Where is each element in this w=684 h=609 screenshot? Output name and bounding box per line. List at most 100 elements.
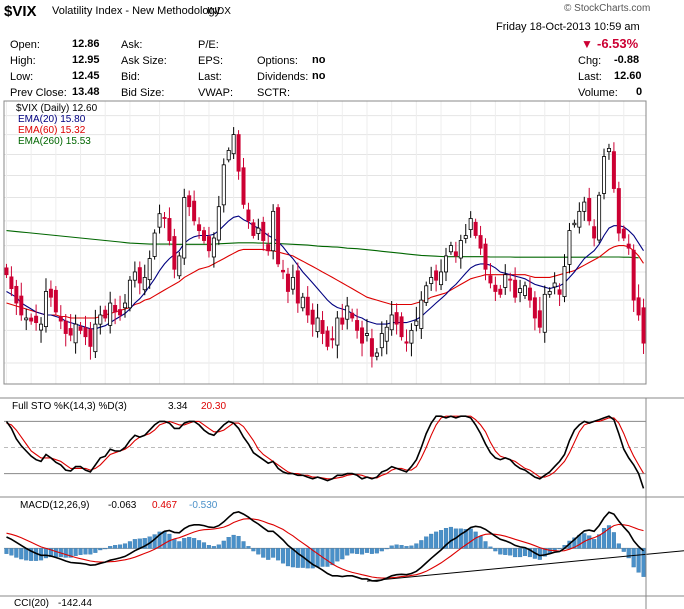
chg-value: -0.88 <box>614 54 640 66</box>
macd-histogram-bar <box>118 544 123 549</box>
security-name: Volatility Index - New Methodology <box>52 5 221 17</box>
candle-body <box>636 297 641 316</box>
candle-body <box>399 316 404 338</box>
candle-body <box>429 277 434 284</box>
axes <box>0 100 684 609</box>
candle-body <box>360 327 365 344</box>
candle-body <box>152 232 157 257</box>
candle-body <box>335 317 340 346</box>
macd-histogram-bar <box>434 531 439 549</box>
candle-body <box>310 309 315 325</box>
macd-histogram-bar <box>29 548 34 561</box>
options-value: no <box>312 54 326 66</box>
macd-histogram-bar <box>345 548 350 556</box>
candle-body <box>271 210 276 252</box>
macd-histogram-bar <box>9 548 14 556</box>
candle-body <box>78 326 83 331</box>
candle-body <box>320 320 325 334</box>
macd-histogram-bar <box>187 537 192 549</box>
macd-histogram-bar <box>350 548 355 554</box>
candle-body <box>611 151 616 189</box>
macd-histogram-bar <box>330 548 335 566</box>
sto-d-value: 20.30 <box>201 401 226 412</box>
volume-value: 0 <box>636 86 643 98</box>
candle-body <box>162 217 167 219</box>
ask-label: Ask: <box>121 39 143 51</box>
dividends-label: Dividends: <box>257 71 309 83</box>
macd-histogram-bar <box>419 540 424 549</box>
candle-body <box>202 230 207 241</box>
prev-close-value: 13.48 <box>72 86 100 98</box>
macd-histogram-bar <box>394 544 399 549</box>
candle-body <box>498 288 503 295</box>
macd-histogram-bar <box>557 548 562 550</box>
candle-body <box>53 289 58 313</box>
macd-histogram-bar <box>280 548 286 564</box>
candle-body <box>379 333 384 349</box>
candle-body <box>58 316 63 322</box>
candle-body <box>177 255 182 277</box>
macd-histogram-bar <box>108 546 113 549</box>
candle-body <box>157 213 162 228</box>
macd-histogram-bar <box>78 548 83 555</box>
macd-histogram-bar <box>439 530 444 549</box>
macd-histogram-bar <box>631 548 636 568</box>
candle-body <box>409 329 414 344</box>
exchange: INDX <box>207 6 231 17</box>
candle-body <box>443 255 448 273</box>
ema-lines <box>6 215 644 330</box>
macd-histogram-bar <box>355 548 360 554</box>
candle-body <box>266 244 271 252</box>
price-panel-frame <box>3 100 647 385</box>
candle-body <box>419 299 424 329</box>
candle-body <box>577 210 582 228</box>
macd-histogram-bar <box>83 548 88 555</box>
macd-histogram-bar <box>177 541 182 549</box>
quote-header: $VIX Volatility Index - New Methodology … <box>0 0 684 101</box>
macd-histogram-bar <box>626 548 631 559</box>
bid-size-label: Bid Size: <box>121 87 165 99</box>
candle-body <box>39 323 44 331</box>
high-value: 12.95 <box>72 54 100 66</box>
macd-histogram-bar <box>157 531 162 549</box>
macd-histogram-bar <box>236 535 241 549</box>
candle-body <box>626 243 631 249</box>
macd-histogram-bar <box>48 548 53 558</box>
candle-body <box>641 307 646 344</box>
candle-body <box>19 295 24 316</box>
macd-histogram-bar <box>374 548 379 554</box>
cci-value: -142.44 <box>58 598 92 609</box>
macd-histogram-bar <box>4 548 9 554</box>
macd-histogram-bar <box>587 535 592 549</box>
macd-histogram-bar <box>197 540 202 549</box>
macd-histogram-bar <box>192 538 197 549</box>
candle-body <box>246 209 251 222</box>
legend-ema60: EMA(60) 15.32 <box>18 125 86 136</box>
candle-body <box>43 291 48 328</box>
macd-histogram-bar <box>493 548 498 552</box>
candle-body <box>602 156 607 194</box>
candle-body <box>226 150 231 161</box>
macd-histogram-bar <box>226 537 231 549</box>
candle-body <box>369 338 374 357</box>
candle-body <box>483 243 488 270</box>
candle-body <box>473 221 478 236</box>
candle-body <box>587 198 592 222</box>
macd-legend-prefix: MACD(12,26,9) <box>20 500 89 511</box>
candle-body <box>172 236 177 270</box>
macd-histogram-bar <box>127 541 132 549</box>
candle-body <box>468 218 473 230</box>
candle-body <box>113 305 118 313</box>
macd-histogram-bar <box>483 541 488 549</box>
macd-histogram-bar <box>369 548 374 554</box>
ema20-line <box>6 215 644 330</box>
candle-body <box>414 320 419 326</box>
low-value: 12.45 <box>72 70 100 82</box>
candle-body <box>300 296 305 309</box>
candle-body <box>281 269 286 273</box>
macd-histogram-bar <box>43 548 49 559</box>
macd-histogram-bar <box>103 548 108 550</box>
candle-body <box>621 228 626 239</box>
price-legend-title: $VIX (Daily) 12.60 <box>16 103 98 114</box>
